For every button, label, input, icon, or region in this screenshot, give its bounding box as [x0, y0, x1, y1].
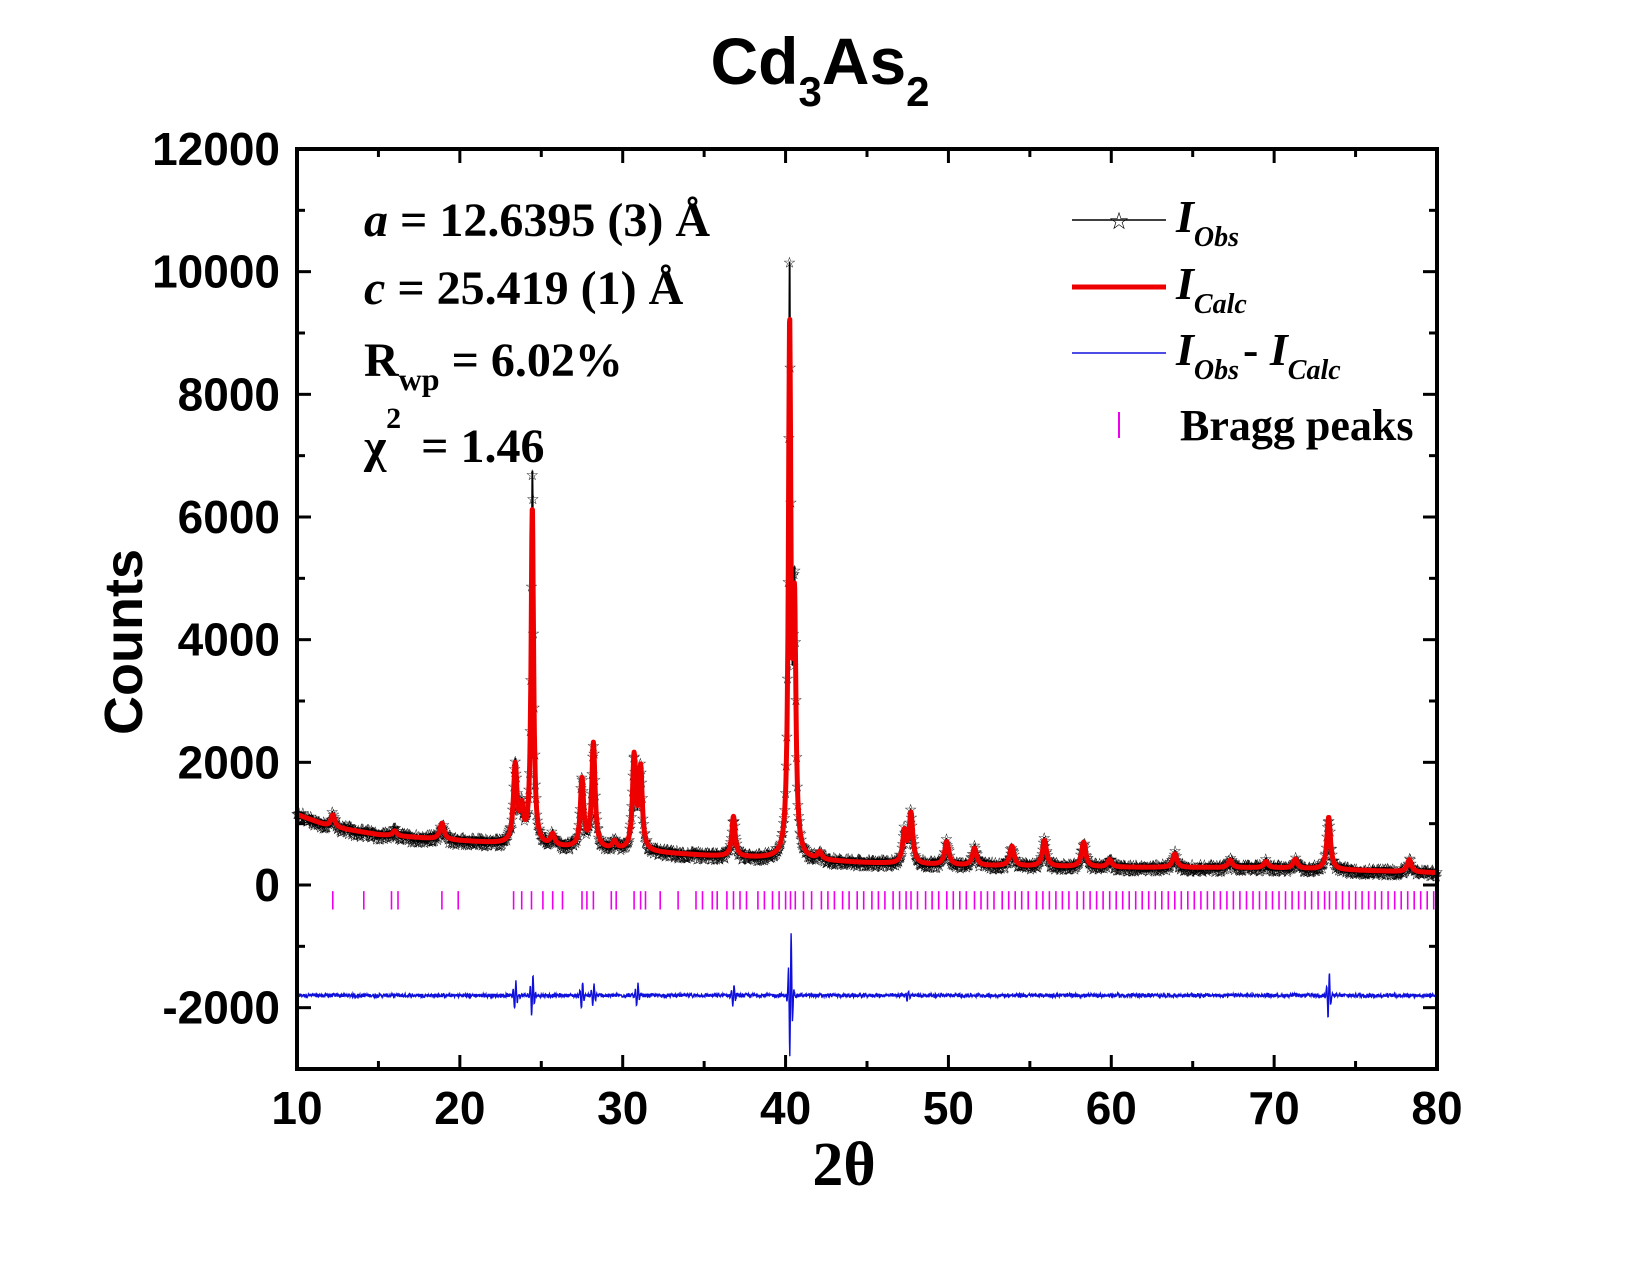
- observed-point: ☆: [432, 829, 445, 847]
- y-tick-label: 4000: [178, 614, 280, 666]
- x-tick-label: 80: [1411, 1082, 1462, 1134]
- x-tick-label: 40: [760, 1082, 811, 1134]
- x-tick-label: 20: [434, 1082, 485, 1134]
- x-tick-labels: 10 20 30 40 50 60 70 80: [271, 1082, 1462, 1134]
- x-tick-label: 30: [597, 1082, 648, 1134]
- chart-title: Cd3As2: [710, 24, 929, 115]
- title-subscript-1: 3: [798, 68, 821, 115]
- rwp-text: Rwp = 6.02%: [364, 334, 623, 397]
- y-tick-label: 0: [254, 859, 280, 911]
- legend-diff-label: IObs- ICalc: [1175, 324, 1341, 386]
- refinement-parameters: a = 12.6395 (3) Å c = 25.419 (1) Å Rwp =…: [363, 194, 710, 473]
- bragg-peaks-series: [331, 891, 1435, 910]
- y-tick-label: 6000: [178, 491, 280, 543]
- y-tick-label: 12000: [152, 123, 280, 175]
- x-tick-label: 60: [1086, 1082, 1137, 1134]
- x-tick-label: 50: [923, 1082, 974, 1134]
- x-axis-label: 2θ: [812, 1131, 875, 1199]
- legend: ☆ IObs ICalc IObs- ICalc Bragg peaks: [1072, 191, 1413, 450]
- observed-point: ☆: [526, 490, 539, 508]
- y-tick-labels: -2000 0 2000 4000 6000 8000 10000 12000: [152, 123, 280, 1034]
- observed-point: ☆: [783, 254, 796, 272]
- y-axis-label: Counts: [94, 549, 154, 735]
- legend-obs-label: IObs: [1175, 191, 1239, 253]
- y-tick-label: -2000: [162, 982, 280, 1034]
- x-tick-label: 10: [271, 1082, 322, 1134]
- title-subscript-2: 2: [906, 68, 929, 115]
- chi-square-text: χ2 = 1.46: [363, 402, 545, 473]
- x-tick-label: 70: [1249, 1082, 1300, 1134]
- difference-series: [296, 933, 1438, 1057]
- lattice-c-text: c = 25.419 (1) Å: [364, 262, 684, 315]
- y-tick-label: 10000: [152, 246, 280, 298]
- lattice-a-text: a = 12.6395 (3) Å: [364, 194, 710, 247]
- y-tick-label: 2000: [178, 736, 280, 788]
- legend-bragg-label: Bragg peaks: [1180, 401, 1413, 450]
- legend-obs-marker: ☆: [1108, 207, 1130, 235]
- legend-calc-label: ICalc: [1175, 258, 1247, 320]
- y-tick-label: 8000: [178, 368, 280, 420]
- right-margin-mask: [1439, 140, 1650, 480]
- difference-line: [296, 933, 1438, 1057]
